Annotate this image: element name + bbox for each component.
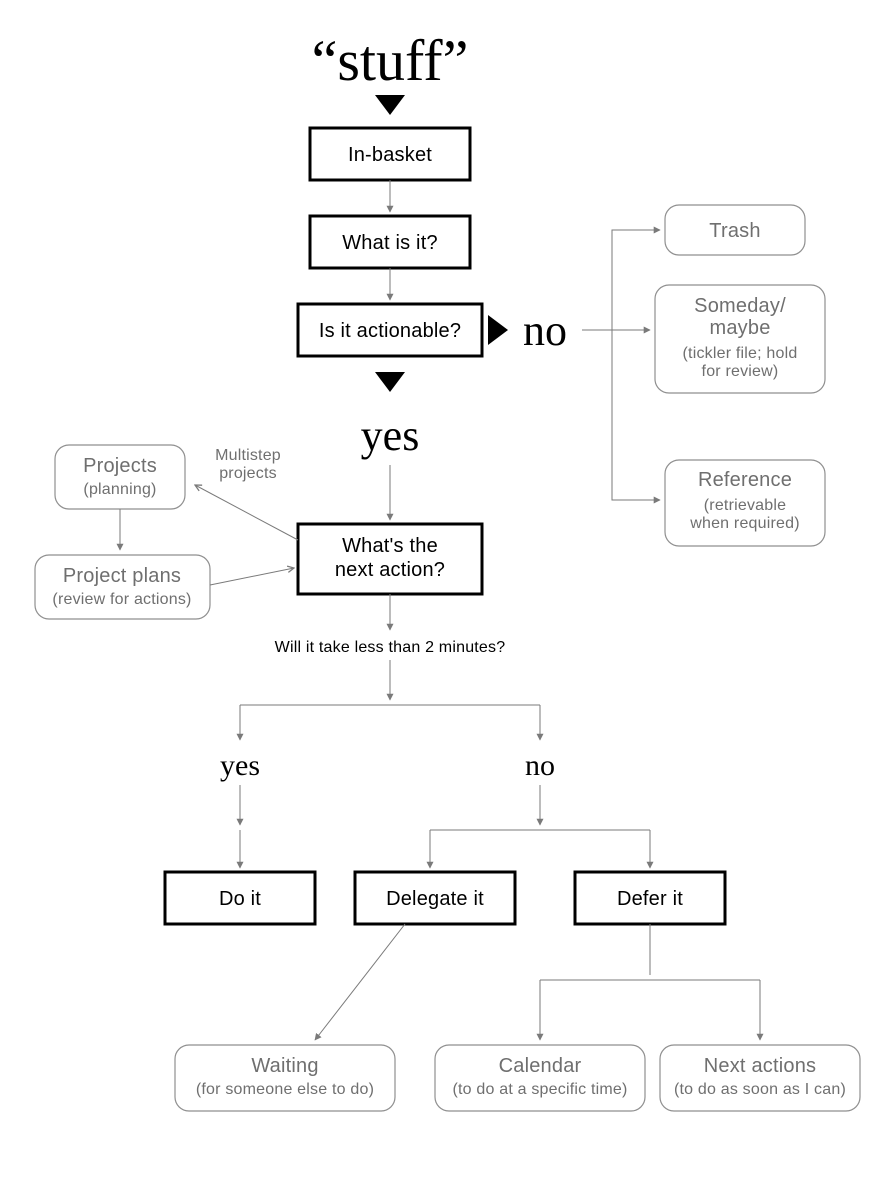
node-projects-sub1: (planning) [83,481,156,498]
node-someday-sub1: (tickler file; hold [683,345,798,362]
arrowhead-icon [375,95,405,115]
label-yes: yes [361,411,420,460]
node-next-actions-line1: Next actions [704,1055,816,1077]
node-reference-sub1: (retrievable [704,497,786,514]
label-branch-yes: yes [220,749,260,782]
node-project-plans-line1: Project plans [63,565,181,587]
title-stuff: “stuff” [312,28,469,93]
label-no: no [523,306,567,355]
node-projects-line1: Projects [83,455,157,477]
node-in-basket-label: In-basket [348,144,432,166]
node-calendar-line1: Calendar [499,1055,582,1077]
node-trash-label: Trash [709,220,760,242]
arrowhead-icon [488,315,508,345]
edge [210,568,294,585]
edge [612,230,660,330]
arrowhead-icon [375,372,405,392]
node-next-action-line1: What's the [342,535,438,557]
node-waiting-sub1: (for someone else to do) [196,1081,374,1098]
label-two-minutes: Will it take less than 2 minutes? [275,639,506,656]
label-branch-no: no [525,749,555,782]
node-someday-sub2: for review) [702,363,779,380]
node-calendar-sub1: (to do at a specific time) [452,1081,627,1098]
node-actionable-label: Is it actionable? [319,320,461,342]
node-do-it-label: Do it [219,888,261,910]
node-someday-line2: maybe [709,317,770,339]
edge [612,330,660,500]
node-reference-sub2: when required) [689,515,800,532]
node-waiting-line1: Waiting [251,1055,318,1077]
node-someday-line1: Someday/ [694,295,786,317]
node-defer-it-label: Defer it [617,888,683,910]
node-reference-line1: Reference [698,469,792,491]
gtd-flowchart: “stuff” In-basket What is it? Is it acti… [0,0,869,1186]
node-project-plans-sub1: (review for actions) [52,591,191,608]
edge [315,924,405,1040]
label-multistep-2: projects [219,465,277,482]
edge [195,485,298,540]
node-next-action-line2: next action? [335,559,445,581]
node-delegate-it-label: Delegate it [386,888,484,910]
node-what-is-it-label: What is it? [342,232,438,254]
label-multistep-1: Multistep [215,447,281,464]
node-next-actions-sub1: (to do as soon as I can) [674,1081,846,1098]
